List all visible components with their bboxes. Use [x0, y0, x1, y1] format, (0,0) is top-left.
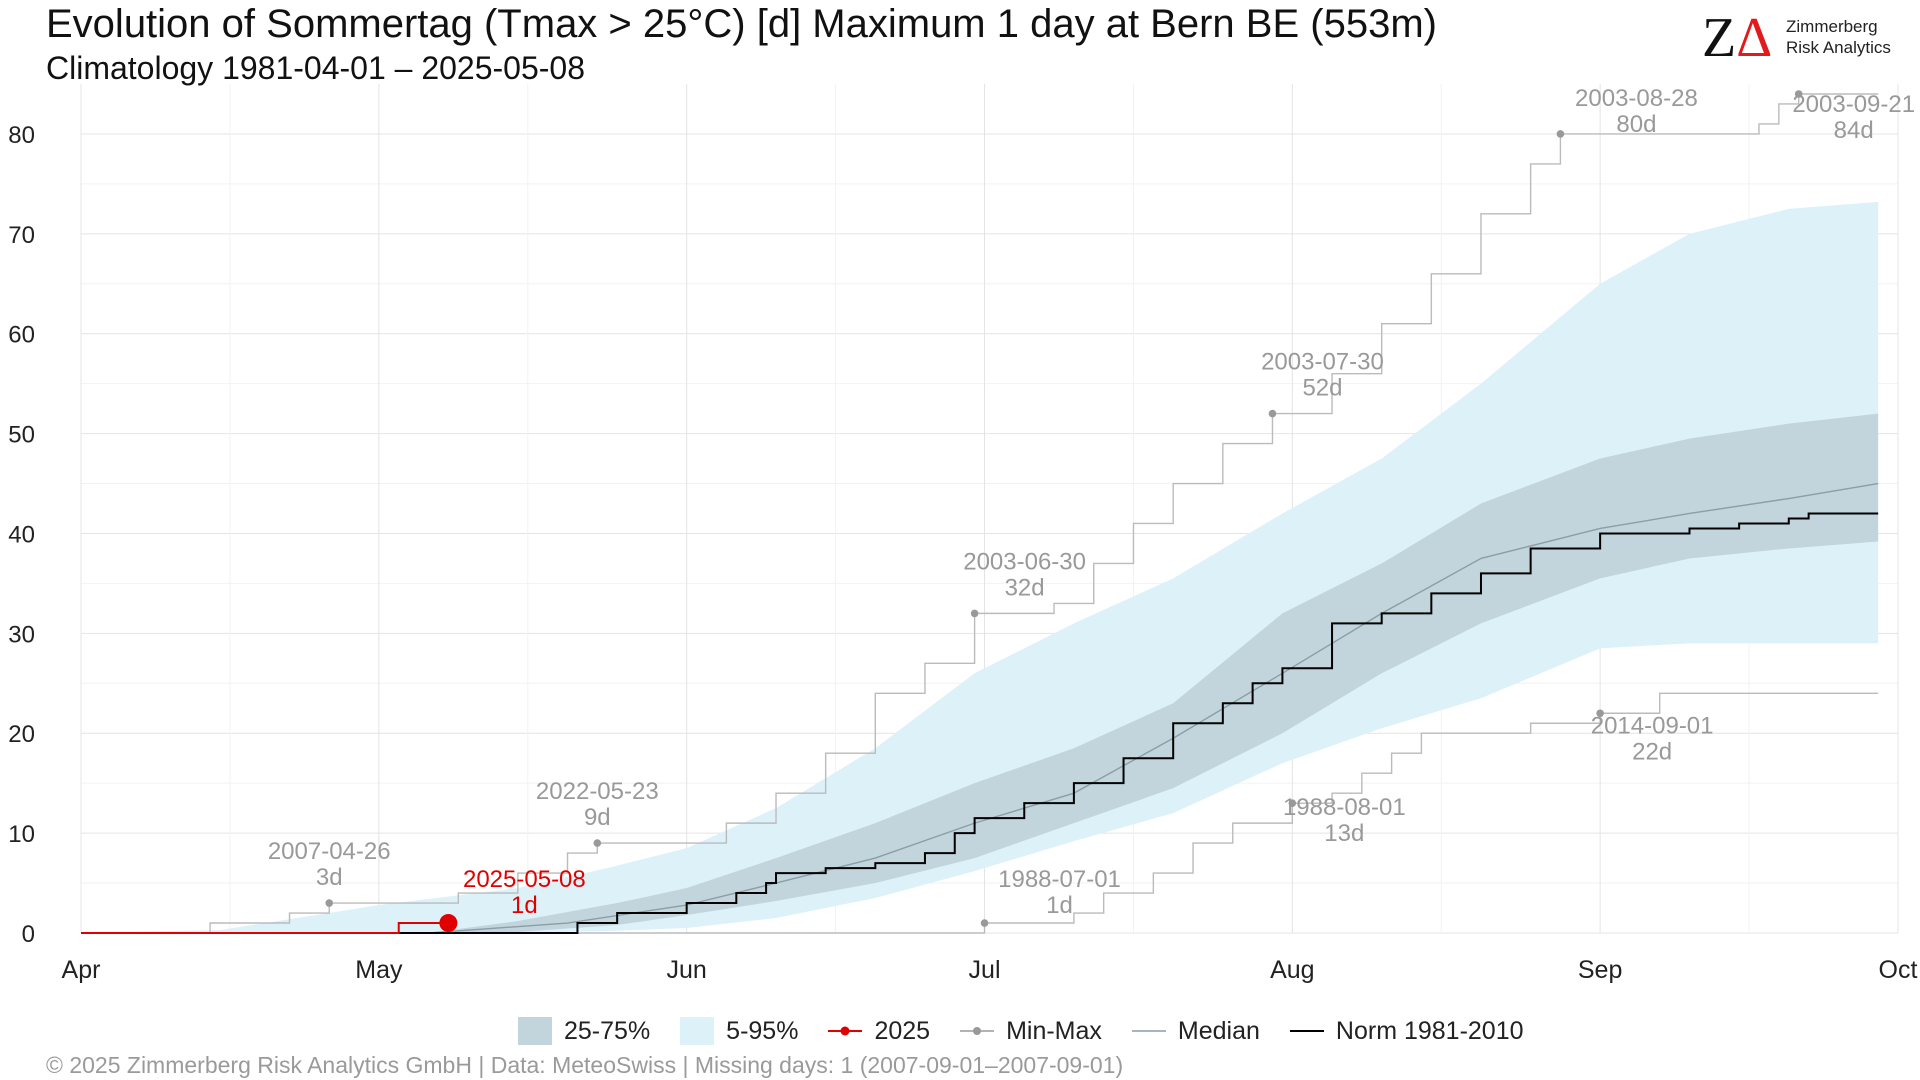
- logo-line-2: Risk Analytics: [1786, 38, 1891, 57]
- x-tick-label: May: [355, 956, 403, 984]
- chart-legend: 25-75% 5-95% 2025 Min-Max Median Norm 19…: [518, 1011, 1554, 1051]
- annotation-value: 22d: [1632, 738, 1672, 765]
- legend-item-25-75: 25-75%: [518, 1017, 650, 1046]
- legend-label-5-95: 5-95%: [726, 1016, 799, 1045]
- annotation-value: 84d: [1834, 117, 1874, 144]
- annotation-value: 13d: [1324, 820, 1364, 847]
- annotation-date: 2022-05-23: [536, 778, 659, 805]
- annotation-date: 2014-09-01: [1591, 712, 1714, 739]
- legend-label-median: Median: [1177, 1016, 1260, 1045]
- company-logo: ZΔ Zimmerberg Risk Analytics: [1702, 8, 1902, 68]
- annotation-point: [970, 609, 979, 618]
- x-tick-label: Apr: [62, 956, 101, 984]
- y-tick-label: 40: [8, 521, 35, 548]
- norm-line: [81, 512, 1879, 934]
- annotation-point: [1556, 130, 1565, 138]
- annotation-value: 9d: [584, 804, 611, 831]
- max-curve: [81, 93, 1879, 934]
- annotation-value: 80d: [1616, 111, 1656, 138]
- current-year-value: 1d: [511, 892, 538, 919]
- legend-label-minmax: Min-Max: [1006, 1016, 1102, 1045]
- annotation-point: [1794, 90, 1803, 98]
- annotation-point: [1596, 709, 1604, 718]
- x-tick-label: Jun: [667, 956, 707, 984]
- current-year-point: [439, 914, 458, 933]
- y-tick-label: 50: [8, 422, 35, 449]
- legend-item-minmax: Min-Max: [960, 1017, 1102, 1046]
- legend-item-5-95: 5-95%: [680, 1017, 798, 1046]
- x-tick-label: Sep: [1578, 956, 1622, 984]
- current-year-line: [81, 922, 449, 934]
- legend-label-25-75: 25-75%: [564, 1016, 651, 1045]
- legend-item-median: Median: [1131, 1016, 1260, 1046]
- min-curve: [81, 692, 1879, 934]
- legend-key-5-95: [680, 1017, 715, 1045]
- y-tick-label: 60: [8, 322, 35, 349]
- logo-mark: ZΔ: [1702, 7, 1773, 69]
- annotation-date: 2003-06-30: [963, 548, 1086, 575]
- x-tick-label: Jul: [969, 956, 1001, 984]
- annotation-point: [980, 919, 989, 927]
- legend-key-median: [1131, 1030, 1166, 1032]
- annotation-date: 1988-08-01: [1283, 794, 1406, 821]
- chart-title: Evolution of Sommertag (Tmax > 25°C) [d]…: [46, 2, 1437, 46]
- annotation-date: 2007-04-26: [268, 838, 391, 865]
- legend-item-norm: Norm 1981-2010: [1289, 1016, 1524, 1046]
- legend-label-norm: Norm 1981-2010: [1335, 1016, 1524, 1045]
- y-tick-label: 0: [22, 921, 35, 948]
- annotation-date: 2003-08-28: [1575, 85, 1698, 112]
- annotation-value: 3d: [316, 864, 343, 891]
- y-tick-label: 10: [8, 821, 35, 848]
- annotation-value: 32d: [1005, 574, 1045, 601]
- annotation-date: 2003-09-21: [1792, 91, 1915, 118]
- chart-svg: 0 10 20 30 40 50 60 70 80 Apr May Jun Jul Aug Sep Oct 20…: [8, 84, 1918, 984]
- annotation-date: 2003-07-30: [1261, 349, 1384, 376]
- legend-key-2025: [828, 1026, 863, 1036]
- annotation-value: 1d: [1046, 892, 1073, 919]
- current-year-date: 2025-05-08: [463, 866, 586, 893]
- annotation-point: [593, 839, 602, 847]
- legend-label-2025: 2025: [874, 1016, 931, 1045]
- y-tick-label: 20: [8, 721, 35, 748]
- footer-credits: © 2025 Zimmerberg Risk Analytics GmbH | …: [46, 1052, 1124, 1078]
- x-tick-label: Aug: [1270, 956, 1314, 984]
- legend-key-25-75: [518, 1017, 552, 1045]
- y-tick-label: 30: [8, 621, 35, 648]
- annotation-point: [1288, 799, 1297, 807]
- logo-text: Zimmerberg Risk Analytics: [1786, 16, 1891, 58]
- chart-subtitle: Climatology 1981-04-01 – 2025-05-08: [46, 50, 586, 86]
- legend-key-minmax: [960, 1027, 995, 1035]
- legend-item-2025: 2025: [828, 1017, 930, 1046]
- annotation-value: 52d: [1302, 375, 1342, 402]
- logo-line-1: Zimmerberg: [1786, 17, 1878, 36]
- annotation-date: 1988-07-01: [998, 866, 1121, 893]
- x-tick-label: Oct: [1879, 956, 1918, 984]
- band-25-75: [81, 413, 1879, 933]
- legend-key-norm: [1289, 1030, 1324, 1032]
- annotation-point: [325, 899, 334, 907]
- annotation-point: [1268, 409, 1277, 418]
- y-tick-label: 70: [8, 222, 35, 249]
- y-tick-label: 80: [8, 122, 35, 149]
